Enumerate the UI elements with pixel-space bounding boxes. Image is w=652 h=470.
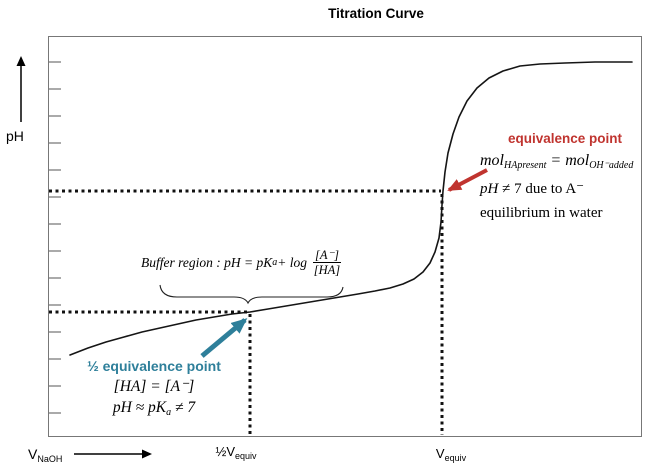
pka-pre: pH ≈ pK [112,399,167,416]
mol-2: mol [565,152,590,169]
pka-sub: a [166,407,172,418]
buffer-region-formula: Buffer region : pH = pK a + log [A⁻] [HA] [141,248,341,278]
x-tick-half-equiv: ½Vequiv [215,444,256,461]
x-axis-label-sub: NaOH [37,454,63,464]
pka-post: ≠ 7 [171,399,196,416]
equivalence-equilibrium-note: equilibrium in water [480,205,603,221]
equivalence-heading: equivalence point [507,131,623,146]
fraction-numerator: [A⁻] [312,248,341,264]
fraction-denominator: [HA] [313,263,341,278]
ph-symbol: pH [480,181,499,197]
ph-note-rest: ≠ 7 due to A⁻ [498,181,585,197]
x-tick-half-main: ½V [215,444,235,459]
equivalence-ph-note: pH ≠ 7 due to A⁻ [480,179,650,198]
x-tick-equiv: Vequiv [436,446,466,463]
mol-2-sub: OH⁻added [589,160,634,171]
chart-title: Titration Curve [328,6,424,21]
equals-sign: = [546,152,566,169]
half-equivalence-annotation: ½ equivalence point [HA] = [A⁻] pH ≈ pKa… [76,358,232,418]
buffer-formula-mid: + log [277,254,307,270]
x-tick-half-sub: equiv [235,451,257,461]
half-equivalence-concentration: [HA] = [A⁻] [113,378,195,395]
y-axis-label: pH [6,128,24,144]
half-equivalence-pka: pH ≈ pKa ≠ 7 [76,399,232,418]
x-tick-equiv-sub: equiv [444,453,467,463]
mol-1-sub: HApresent [504,160,547,171]
equivalence-mol-formula: molHApresent = molOH⁻added [480,152,650,171]
x-tick-equiv-main: V [435,446,445,461]
half-equivalence-heading: ½ equivalence point [87,358,221,374]
mol-1: mol [480,152,504,169]
x-axis-label-main: V [28,446,38,462]
equivalence-annotation: equivalence point molHApresent = molOH⁻a… [480,131,650,222]
buffer-formula-prefix: Buffer region : pH = pK [141,254,273,270]
x-axis-label: VNaOH [28,446,62,464]
buffer-formula-fraction: [A⁻] [HA] [312,248,341,278]
